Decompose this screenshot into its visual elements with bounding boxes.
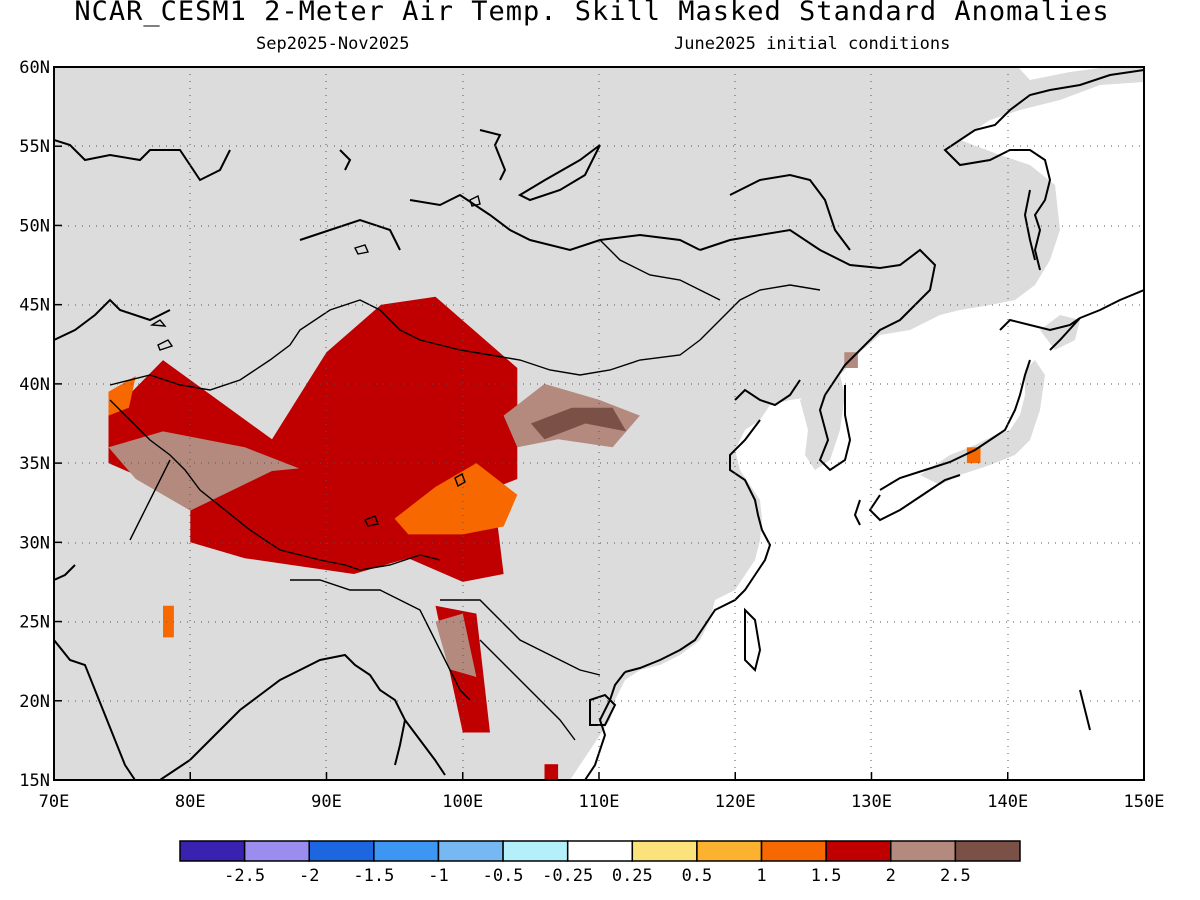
lon-tick-label: 90E [311,792,342,812]
colorbar-swatch [825,840,892,862]
anomaly-region-tibet-plateau-center [190,463,504,582]
lat-tick-label: 55N [19,137,50,157]
colorbar-swatch [308,840,375,862]
colorbar-swatch [566,840,634,862]
colorbar-label: -1.5 [353,866,394,886]
colorbar-label: -2 [299,866,319,886]
country-borders [109,239,821,741]
colorbar-label: 1.5 [811,866,842,886]
colorbar-label: 2 [886,866,896,886]
lat-tick-label: 35N [19,454,50,474]
forecast-period: Sep2025-Nov2025 [256,34,410,54]
lon-tick-label: 80E [175,792,206,812]
colorbar: -2.5 -2 -1.5 -1 -0.5 -0.25 0.25 0.5 1 1.5 2 2.5 [179,840,1021,886]
coastlines [54,69,1144,780]
colorbar-swatch [373,840,440,862]
colorbar-swatch [696,840,763,862]
hokkaido-land [1040,315,1080,350]
colorbar-swatch [437,840,504,862]
anomaly-region-qilian-core [530,407,627,440]
axis-ticks: 70E 80E 90E 100E 110E 120E 130E 140E 150E 15N 20N 2… [19,58,1164,812]
colorbar-label: 0.5 [682,866,713,886]
colorbar-swatch [954,840,1021,862]
anomaly-region-sichuan-high [394,463,518,535]
colorbar-swatch [502,840,569,862]
colorbar-label: 0.25 [612,866,653,886]
lakes [149,194,481,527]
lon-tick-label: 130E [851,792,892,812]
colorbar-label: -2.5 [224,866,265,886]
colorbar-swatch [631,840,698,862]
lat-tick-label: 20N [19,692,50,712]
initial-conditions: June2025 initial conditions [674,34,951,54]
map-title: NCAR_CESM1 2-Meter Air Temp. Skill Maske… [74,0,1110,27]
lon-tick-label: 100E [442,792,483,812]
lat-tick-label: 60N [19,58,50,78]
lat-tick-label: 45N [19,296,50,316]
lon-tick-label: 70E [39,792,70,812]
lat-tick-label: 30N [19,533,50,553]
lat-tick-label: 50N [19,216,50,236]
colorbar-label: -1 [428,866,448,886]
anomaly-region-vietnam-red [544,764,559,780]
japan-land [920,360,1045,485]
anomaly-region-yunnan-brown [435,613,477,677]
lat-tick-label: 15N [19,771,50,791]
lat-tick-label: 25N [19,613,50,633]
colorbar-swatch [243,840,310,862]
colorbar-label: 2.5 [940,866,971,886]
lon-tick-label: 150E [1124,792,1165,812]
lon-tick-label: 140E [987,792,1028,812]
lon-tick-label: 120E [715,792,756,812]
lon-tick-label: 110E [579,792,620,812]
colorbar-label: -0.5 [483,866,524,886]
lat-tick-label: 40N [19,375,50,395]
colorbar-swatch [760,840,827,862]
anomaly-region-india-orange [163,605,174,638]
colorbar-label: 1 [756,866,766,886]
colorbar-label: -0.25 [542,866,593,886]
colorbar-swatch [890,840,957,862]
colorbar-swatch [179,840,246,862]
